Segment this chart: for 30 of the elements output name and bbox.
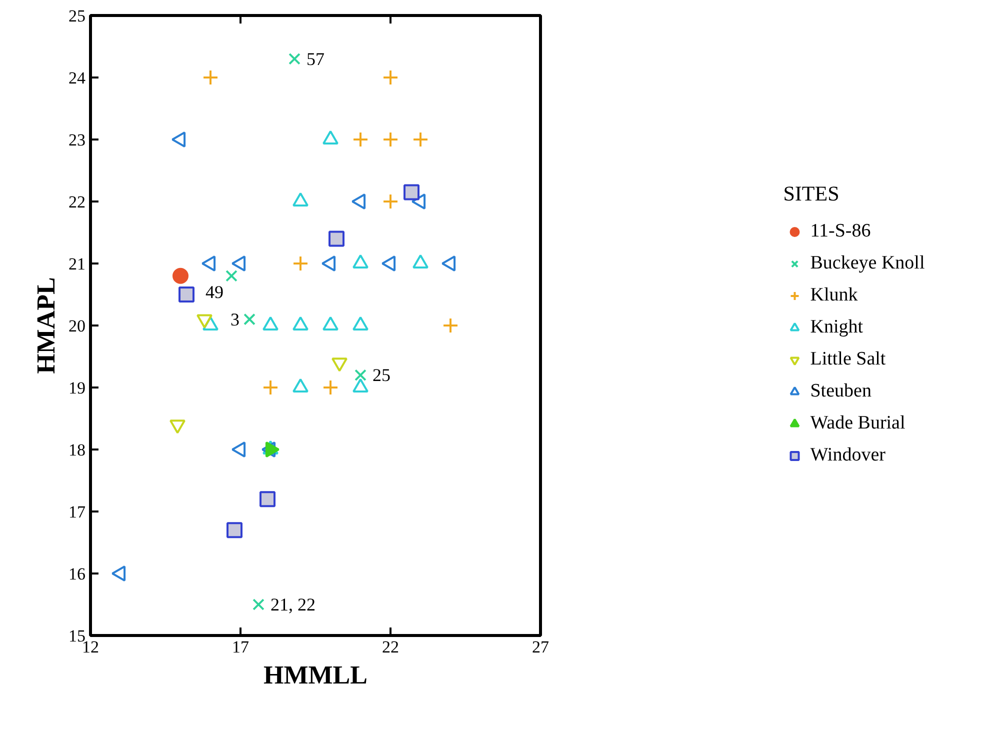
legend-label: Buckeye Knoll: [810, 252, 925, 276]
legend-label: Steuben: [810, 380, 872, 404]
x-tick-label: 17: [232, 638, 250, 656]
y-axis-title: HMAPL: [32, 277, 60, 374]
annotation: 57: [306, 48, 324, 69]
y-tick-label: 15: [68, 626, 86, 646]
y-tick-label: 22: [68, 192, 86, 212]
x-tick-label: 22: [382, 638, 399, 656]
y-tick-label: 23: [68, 130, 86, 150]
annotation: 49: [206, 282, 224, 302]
annotation: 3: [230, 309, 240, 330]
y-tick-label: 16: [68, 564, 86, 584]
y-tick-label: 25: [68, 6, 86, 26]
y-tick-label: 19: [68, 378, 86, 398]
y-tick-label: 17: [68, 502, 86, 522]
x-axis-title: HMMLL: [264, 660, 368, 690]
y-tick-label: 18: [68, 440, 86, 460]
y-tick-label: 24: [68, 68, 86, 88]
annotation: 21, 22: [270, 594, 316, 614]
y-tick-label: 20: [68, 316, 86, 336]
legend-label: 11-S-86: [810, 220, 871, 244]
legend-label: Wade Burial: [810, 412, 906, 436]
legend-title: SITES: [783, 182, 840, 206]
annotation: 25: [372, 365, 390, 386]
legend-label: Knight: [810, 316, 864, 340]
legend-label: Klunk: [810, 284, 858, 308]
x-tick-label: 27: [532, 638, 550, 656]
legend-label: Windover: [810, 444, 886, 468]
legend-label: Little Salt: [810, 348, 886, 372]
y-tick-label: 21: [68, 254, 86, 274]
